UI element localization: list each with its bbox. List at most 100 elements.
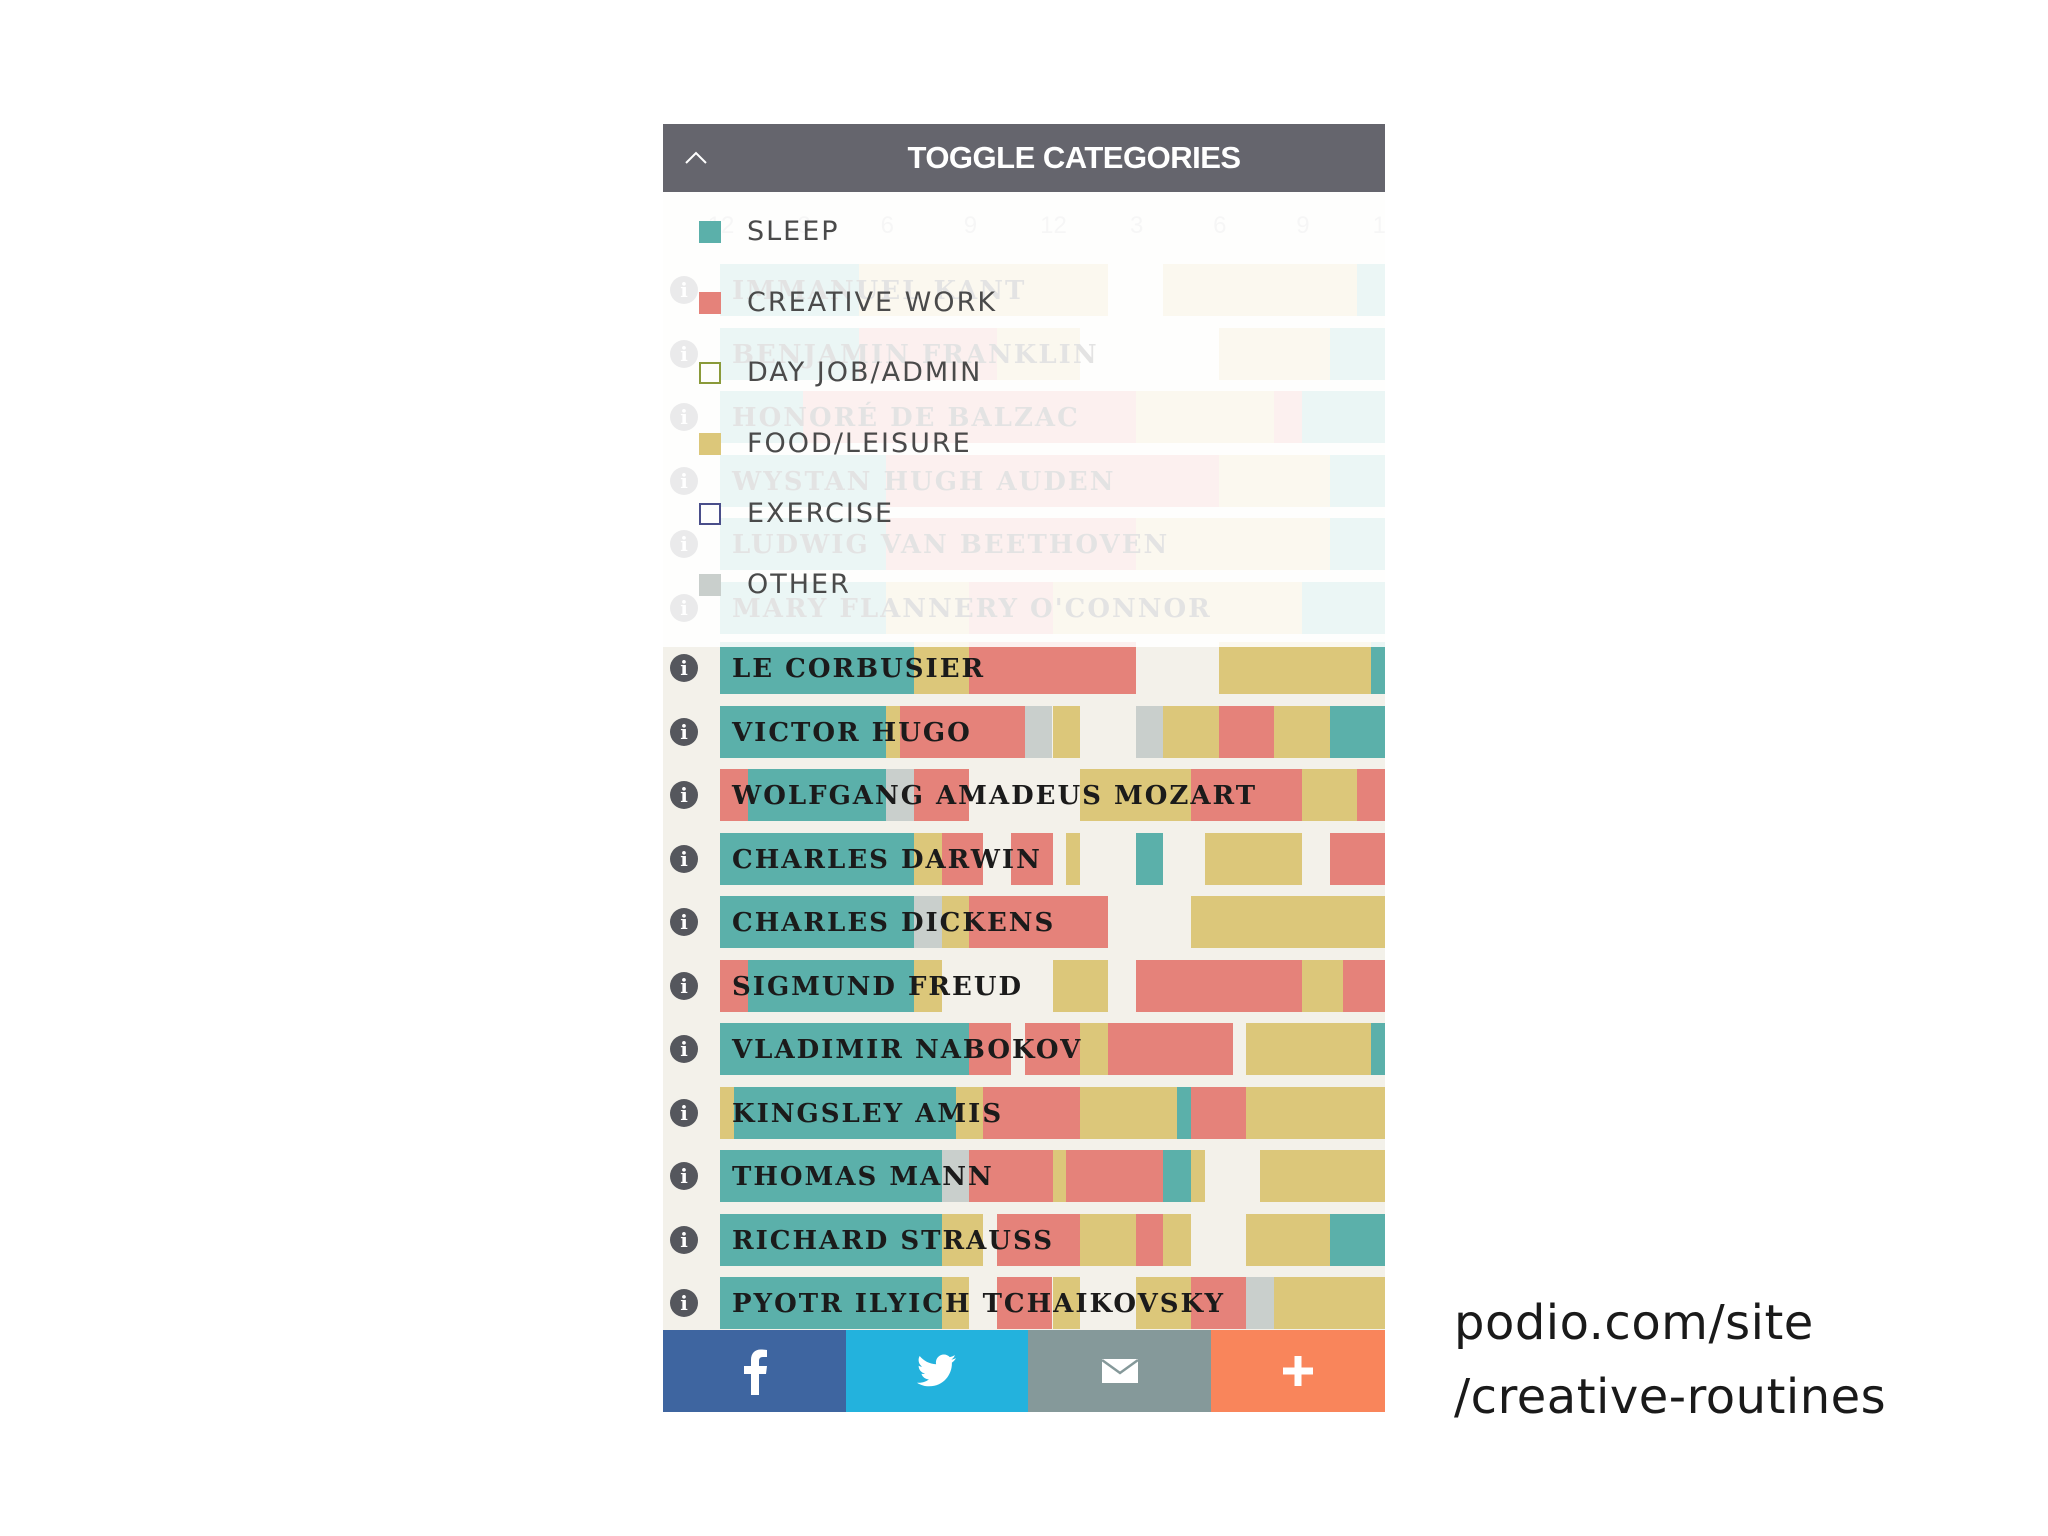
segment-food-leisure <box>1080 769 1192 821</box>
segment-food-leisure <box>913 832 942 885</box>
segment-creative-work <box>720 769 748 821</box>
more-share-button[interactable] <box>1211 1330 1385 1412</box>
info-icon[interactable]: i <box>670 908 698 936</box>
segment-creative-work <box>1329 832 1385 885</box>
legend-label: CREATIVE WORK <box>747 286 998 318</box>
routine-row[interactable]: i LE CORBUSIER <box>663 642 1385 694</box>
legend-swatch <box>699 432 721 455</box>
info-icon[interactable]: i <box>670 1035 698 1063</box>
person-name: SIGMUND FREUD <box>732 971 1024 1002</box>
segment-sleep <box>1135 832 1164 885</box>
segment-food-leisure <box>941 1277 970 1329</box>
routine-bar <box>720 1150 1385 1202</box>
info-icon[interactable]: i <box>670 654 698 682</box>
share-bar <box>663 1330 1385 1412</box>
segment-food-leisure <box>1301 769 1358 821</box>
routine-bar <box>720 769 1385 821</box>
info-icon[interactable]: i <box>670 1289 698 1317</box>
segment-day-job <box>969 769 1081 821</box>
segment-food-leisure <box>913 959 942 1012</box>
segment-sleep <box>720 1023 970 1075</box>
facebook-share-button[interactable] <box>663 1330 846 1412</box>
routine-row[interactable]: i WOLFGANG AMADEUS MOZART <box>663 769 1385 821</box>
segment-other <box>941 1150 970 1202</box>
routine-bar <box>720 1213 1385 1266</box>
segment-creative-work <box>969 1150 1053 1202</box>
segment-day-job <box>1107 896 1192 948</box>
segment-food-leisure <box>1301 959 1344 1012</box>
routine-bar <box>720 1023 1385 1075</box>
segment-day-job <box>1080 1277 1136 1329</box>
segment-food-leisure <box>941 1213 984 1266</box>
routine-row[interactable]: i PYOTR ILYICH TCHAIKOVSKY <box>663 1277 1385 1329</box>
toggle-categories-button[interactable]: TOGGLE CATEGORIES <box>663 124 1385 192</box>
segment-sleep <box>747 769 887 821</box>
segment-creative-work <box>941 832 984 885</box>
segment-day-job <box>1080 832 1136 885</box>
segment-food-leisure <box>1246 1023 1372 1075</box>
segment-other <box>1246 1277 1275 1329</box>
legend-swatch <box>699 573 721 596</box>
segment-creative-work <box>983 1086 1081 1139</box>
segment-creative-work <box>1191 1277 1247 1329</box>
segment-food-leisure <box>1052 959 1108 1012</box>
legend-label: FOOD/LEISURE <box>747 427 972 459</box>
segment-day-job <box>1204 1150 1261 1202</box>
info-icon[interactable]: i <box>670 717 698 746</box>
source-caption: podio.com/site /creative-routines <box>1454 1286 1886 1434</box>
twitter-share-button[interactable] <box>846 1330 1028 1412</box>
routine-row[interactable]: i SIGMUND FREUD <box>663 959 1385 1012</box>
info-icon[interactable]: i <box>670 844 698 873</box>
segment-creative-work <box>913 769 970 821</box>
segment-food-leisure <box>1080 1023 1108 1075</box>
segment-sleep <box>733 1086 956 1139</box>
routine-bar <box>720 959 1385 1012</box>
info-icon[interactable]: i <box>670 971 698 1000</box>
toggle-categories-title: TOGGLE CATEGORIES <box>907 140 1241 175</box>
segment-creative-work <box>1343 959 1385 1012</box>
routine-row[interactable]: i VLADIMIR NABOKOV <box>663 1023 1385 1075</box>
routine-row[interactable]: i KINGSLEY AMIS <box>663 1086 1385 1139</box>
info-icon[interactable]: i <box>670 1098 698 1127</box>
segment-creative-work <box>1107 1023 1233 1075</box>
segment-food-leisure <box>886 705 901 758</box>
segment-sleep <box>747 959 914 1012</box>
segment-sleep <box>720 1213 942 1266</box>
routine-row[interactable]: i RICHARD STRAUSS <box>663 1213 1385 1266</box>
segment-sleep <box>1177 1086 1192 1139</box>
segment-other <box>1135 705 1164 758</box>
segment-day-job <box>983 832 1011 885</box>
person-name: RICHARD STRAUSS <box>732 1225 1054 1256</box>
segment-creative-work <box>1135 1213 1164 1266</box>
segment-day-job <box>1052 832 1067 885</box>
routine-row[interactable]: i VICTOR HUGO <box>663 705 1385 758</box>
segment-creative-work <box>1218 705 1275 758</box>
routine-row[interactable]: i CHARLES DICKENS <box>663 896 1385 948</box>
person-name: LE CORBUSIER <box>732 654 986 684</box>
segment-sleep <box>720 1150 942 1202</box>
segment-other <box>1024 705 1053 758</box>
routine-bar <box>720 1277 1385 1329</box>
segment-food-leisure <box>1052 1277 1081 1329</box>
segment-creative-work <box>997 1213 1081 1266</box>
segment-creative-work <box>720 959 748 1012</box>
segment-food-leisure <box>1163 705 1219 758</box>
info-icon[interactable]: i <box>670 1162 698 1190</box>
segment-sleep <box>720 896 914 948</box>
segment-food-leisure <box>1191 1150 1205 1202</box>
person-name: CHARLES DICKENS <box>732 908 1056 938</box>
email-share-button[interactable] <box>1028 1330 1211 1412</box>
email-icon <box>1100 1358 1139 1383</box>
segment-creative-work <box>1191 769 1302 821</box>
routine-row[interactable]: i THOMAS MANN <box>663 1150 1385 1202</box>
segment-food-leisure <box>1204 832 1302 885</box>
segment-day-job <box>1107 959 1136 1012</box>
info-icon[interactable]: i <box>670 1225 698 1254</box>
segment-sleep <box>720 1277 942 1329</box>
segment-sleep <box>1371 1023 1385 1075</box>
person-name: PYOTR ILYICH TCHAIKOVSKY <box>732 1289 1226 1319</box>
routine-row[interactable]: i CHARLES DARWIN <box>663 832 1385 885</box>
info-icon[interactable]: i <box>670 781 698 809</box>
segment-food-leisure <box>1246 1213 1330 1266</box>
chevron-up-icon <box>685 151 707 164</box>
